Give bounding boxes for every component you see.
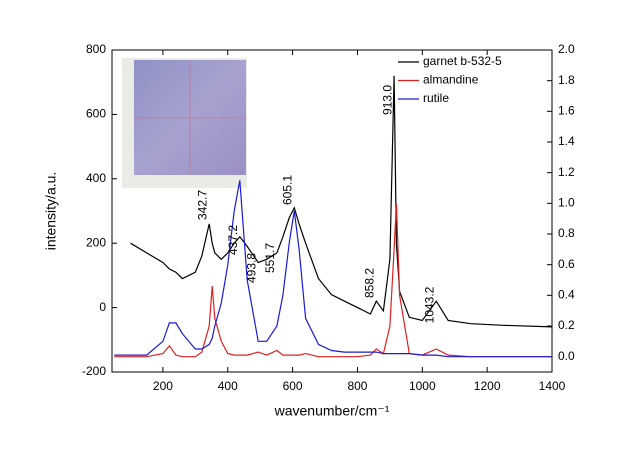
y-tick-label: -200 xyxy=(82,364,106,378)
x-tick-label: 600 xyxy=(283,379,303,393)
y2-tick-label: 1.2 xyxy=(558,165,575,179)
series-line xyxy=(130,75,553,328)
y-tick-label: 0 xyxy=(99,300,106,314)
peak-label: 342.7 xyxy=(195,190,209,220)
x-tick-label: 400 xyxy=(218,379,238,393)
y-axis-label: intensity/a.u. xyxy=(43,172,59,251)
y-tick-label: 800 xyxy=(86,42,106,56)
plot-frame xyxy=(111,49,553,373)
y-tick-label: 200 xyxy=(86,235,106,249)
x-tick-label: 1400 xyxy=(539,379,566,393)
y2-tick-label: 1.0 xyxy=(558,196,575,210)
peak-label: 605.1 xyxy=(280,175,294,205)
peak-label: 437.2 xyxy=(226,225,240,255)
y2-tick-label: 2.0 xyxy=(558,42,575,56)
x-tick-label: 1000 xyxy=(409,379,436,393)
peak-label: 913.0 xyxy=(380,85,394,115)
x-tick-label: 200 xyxy=(153,379,173,393)
peak-label: 1043.2 xyxy=(422,286,436,323)
peak-label: 493.8 xyxy=(244,253,258,283)
legend-label: almandine xyxy=(423,73,479,87)
peak-label: 858.2 xyxy=(362,268,376,298)
legend-label: rutile xyxy=(423,91,449,105)
y-tick-label: 400 xyxy=(86,171,106,185)
y2-tick-label: 0.8 xyxy=(558,226,575,240)
y2-tick-label: 0.6 xyxy=(558,257,575,271)
x-axis-label: wavenumber/cm⁻¹ xyxy=(274,403,390,419)
x-tick-label: 800 xyxy=(347,379,367,393)
y2-tick-label: 0.2 xyxy=(558,318,575,332)
y-tick-label: 600 xyxy=(86,107,106,121)
y2-tick-label: 1.8 xyxy=(558,73,575,87)
y2-tick-label: 1.6 xyxy=(558,104,575,118)
x-tick-label: 1200 xyxy=(474,379,501,393)
y2-tick-label: 1.4 xyxy=(558,134,575,148)
series-line xyxy=(114,203,552,358)
series-line xyxy=(114,180,552,358)
y2-tick-label: 0.0 xyxy=(558,349,575,363)
legend-label: garnet b-532-5 xyxy=(423,54,502,68)
y2-tick-label: 0.4 xyxy=(558,288,575,302)
peak-label: 551.7 xyxy=(263,243,277,273)
